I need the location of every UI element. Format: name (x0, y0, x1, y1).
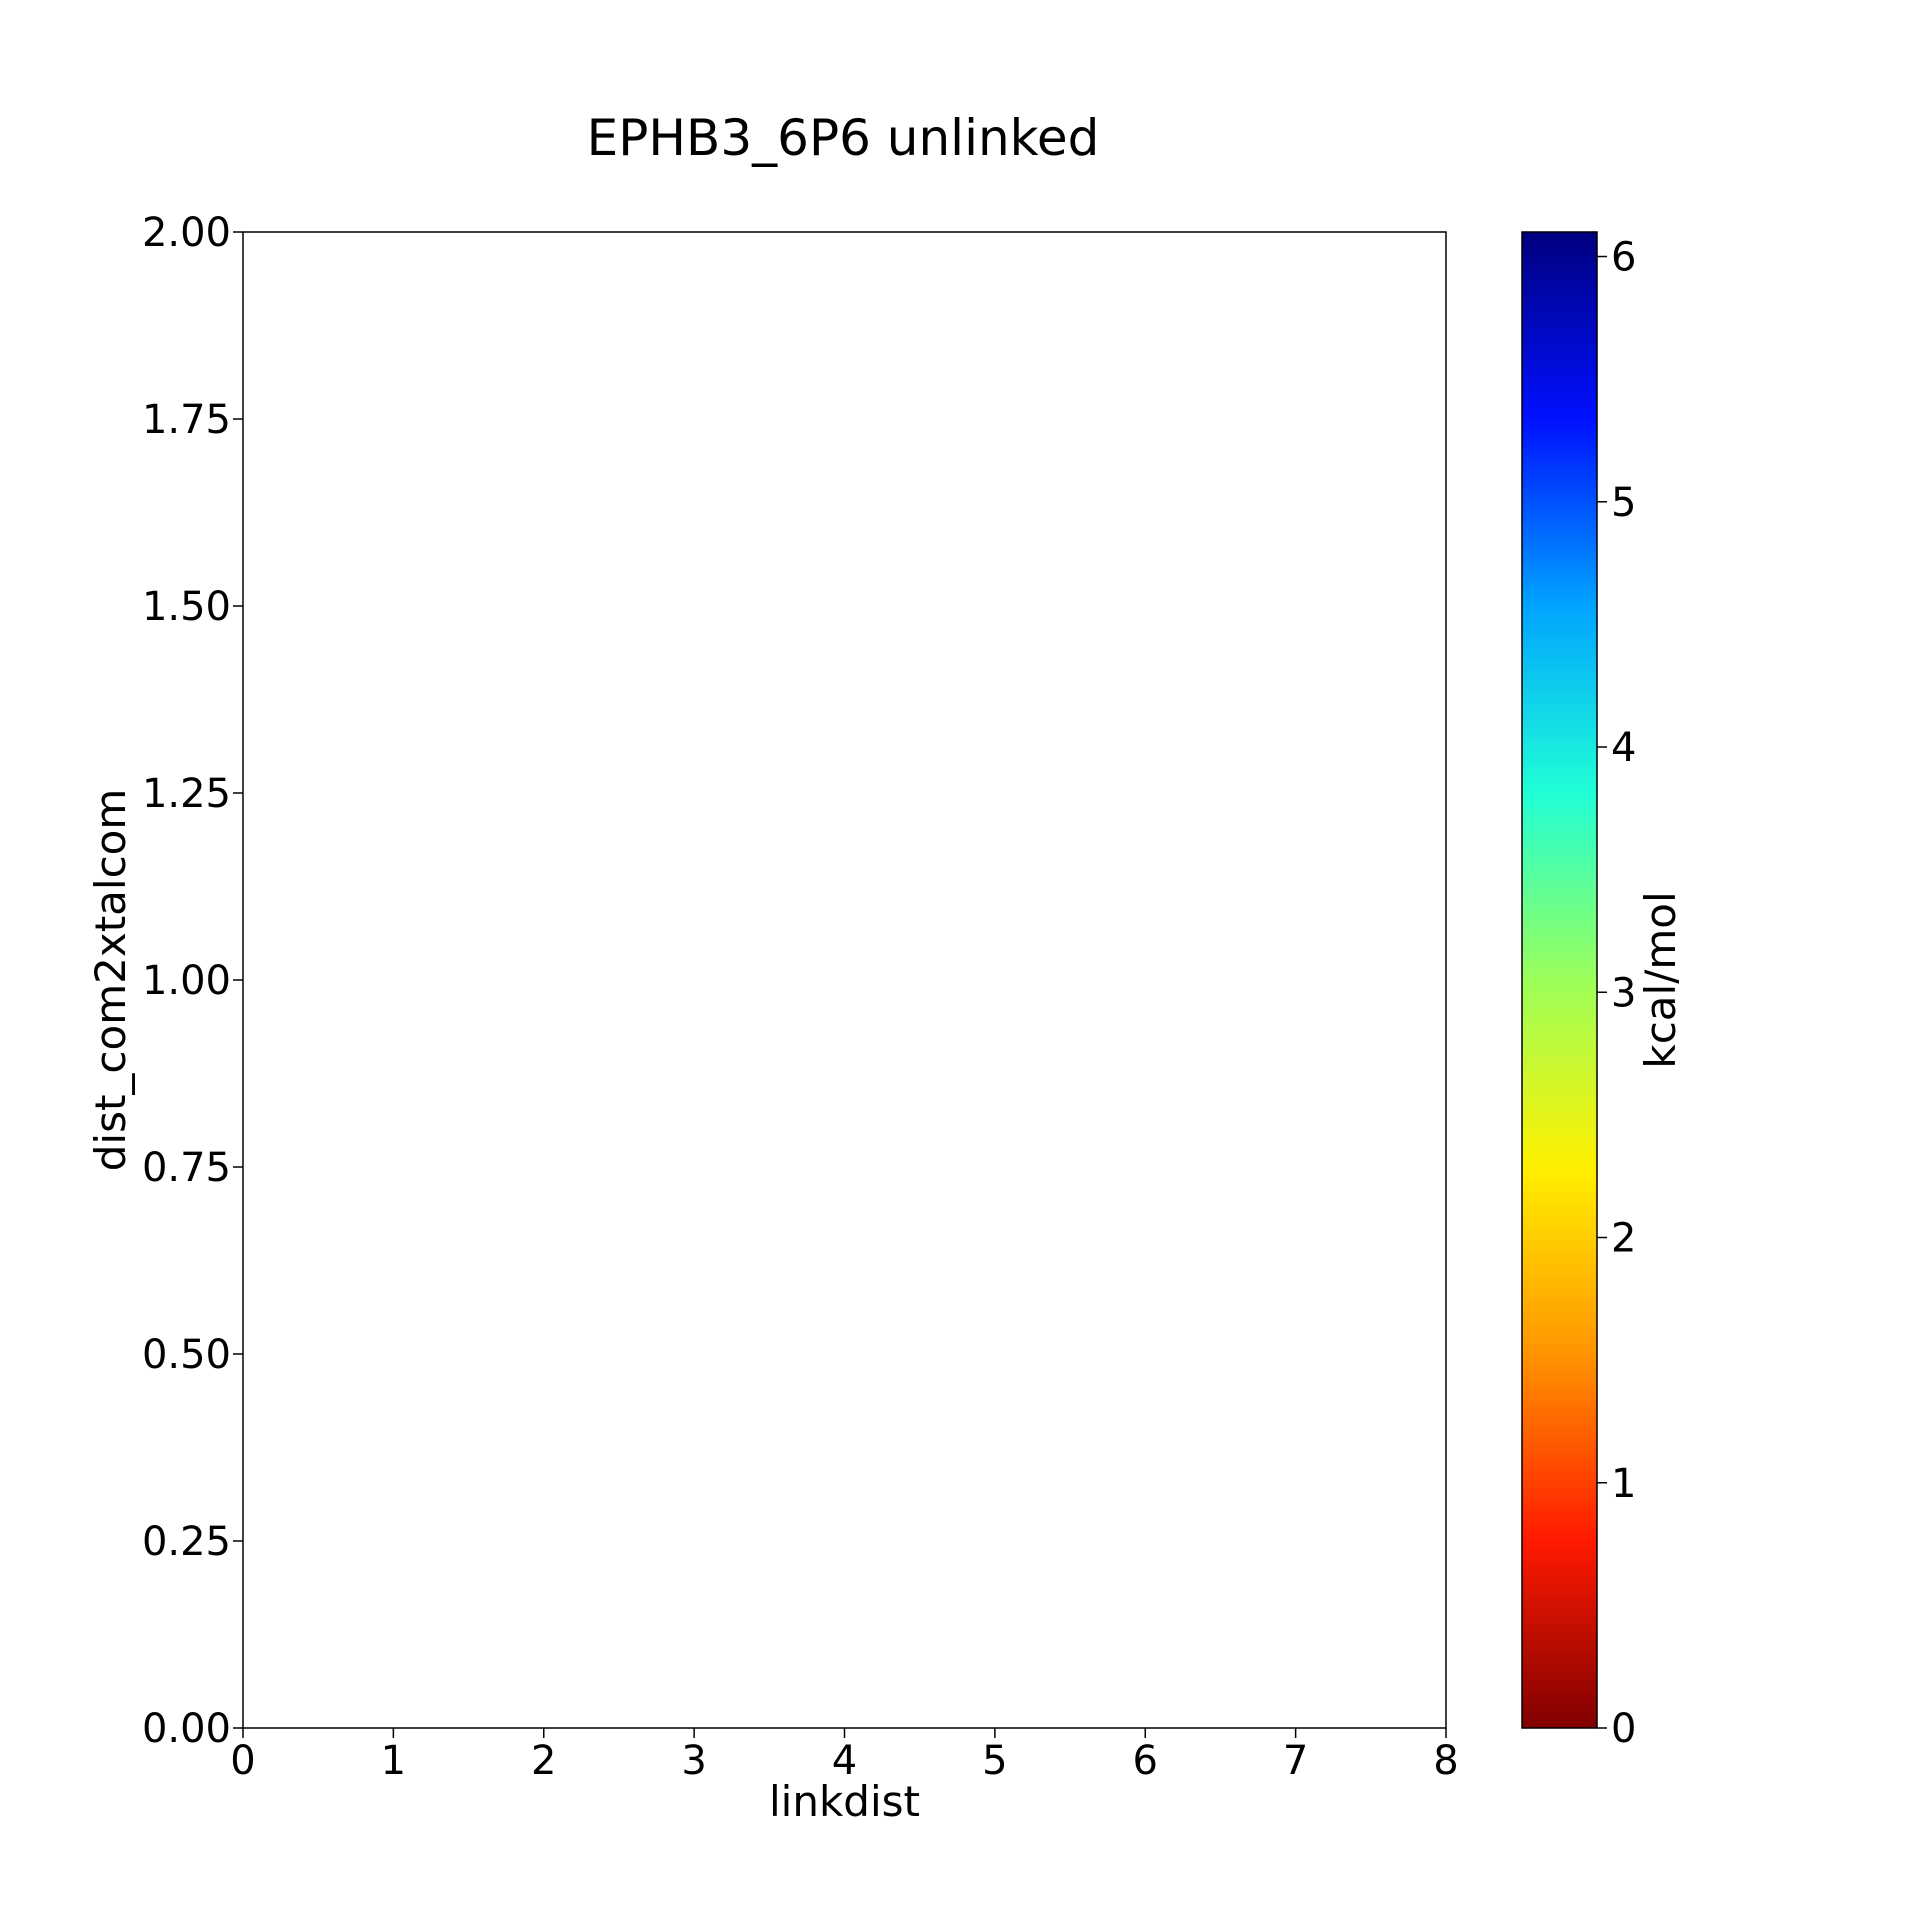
y-tick-label: 2.00 (142, 210, 231, 256)
x-tick-label: 1 (381, 1738, 406, 1784)
y-tick-label: 0.25 (142, 1519, 231, 1565)
y-tick-label: 1.00 (142, 958, 231, 1004)
colorbar-ticks: 0 1 2 3 4 5 6 (1597, 235, 1636, 1752)
colorbar-tick-label: 2 (1611, 1216, 1636, 1262)
y-tick-label: 0.50 (142, 1332, 231, 1378)
colorbar-tick-label: 6 (1611, 235, 1636, 281)
colorbar-label: kcal/mol (1636, 891, 1685, 1068)
y-tick-label: 0.75 (142, 1145, 231, 1191)
chart-title: EPHB3_6P6 unlinked (587, 109, 1100, 167)
x-tick-label: 8 (1433, 1738, 1458, 1784)
y-tick-label: 1.50 (142, 584, 231, 630)
plot-frame (242, 231, 1447, 1729)
x-axis-label: linkdist (769, 1777, 920, 1826)
colorbar (1521, 231, 1598, 1729)
y-tick-label: 1.75 (142, 397, 231, 443)
colorbar-tick-label: 0 (1611, 1706, 1636, 1752)
y-axis-label: dist_com2xtalcom (86, 789, 135, 1172)
x-axis-ticks: 0 1 2 3 4 5 6 7 8 (230, 1728, 1459, 1784)
x-tick-label: 0 (230, 1738, 255, 1784)
colorbar-tick-label: 1 (1611, 1461, 1636, 1507)
x-tick-label: 2 (531, 1738, 556, 1784)
x-tick-label: 7 (1283, 1738, 1308, 1784)
colorbar-tick-label: 5 (1611, 480, 1636, 526)
x-tick-label: 4 (832, 1738, 857, 1784)
x-tick-label: 3 (681, 1738, 706, 1784)
plot-area (243, 232, 1446, 1728)
x-tick-label: 6 (1133, 1738, 1158, 1784)
colorbar-tick-label: 3 (1611, 970, 1636, 1016)
colorbar-tick-label: 4 (1611, 725, 1636, 771)
y-axis-ticks: 0.00 0.25 0.50 0.75 1.00 1.25 1.50 1.75 2.00 (142, 210, 243, 1752)
y-tick-label: 0.00 (142, 1706, 231, 1752)
y-tick-label: 1.25 (142, 771, 231, 817)
x-tick-label: 5 (982, 1738, 1007, 1784)
